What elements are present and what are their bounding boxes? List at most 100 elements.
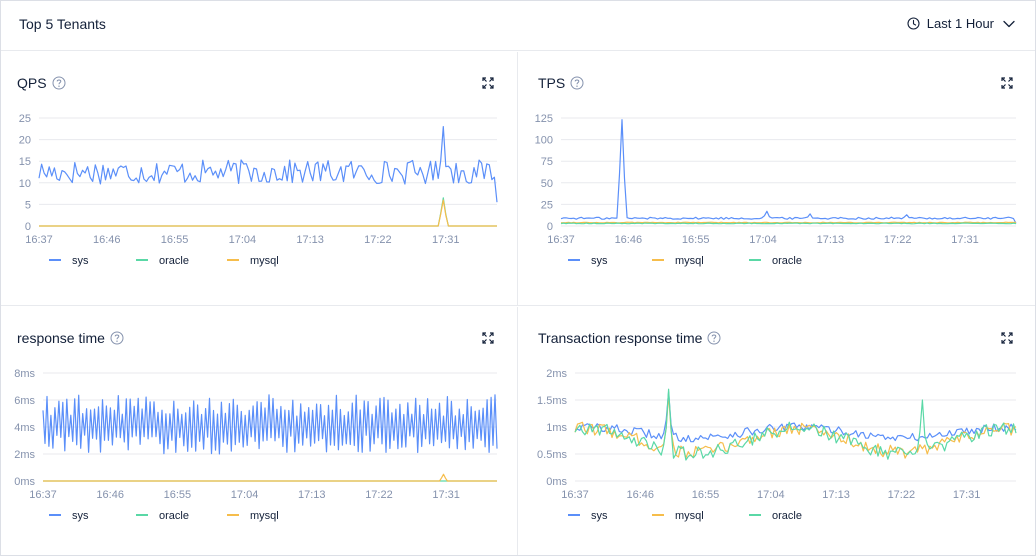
panel-title: response time <box>17 330 105 346</box>
x-tick-label: 16:55 <box>164 489 192 501</box>
legend-item-sys[interactable]: sys <box>568 255 608 267</box>
legend-label: sys <box>591 510 608 522</box>
x-tick-label: 16:46 <box>615 234 643 246</box>
legend-label: mysql <box>250 255 279 267</box>
x-tick-label: 17:04 <box>757 489 785 501</box>
x-tick-label: 16:46 <box>96 489 124 501</box>
y-tick-label: 1.5ms <box>537 395 567 407</box>
x-tick-label: 16:37 <box>29 489 57 501</box>
legend-item-oracle[interactable]: oracle <box>749 510 802 522</box>
panel-qps: QPS 0 5 10 15 20 25 16:37 16:46 16:55 17:04 17:13 1… <box>1 52 518 306</box>
x-tick-label: 17:22 <box>884 234 912 246</box>
question-circle-icon[interactable] <box>570 76 584 90</box>
panel-response-time: response time 0ms 2ms 4ms 6ms 8ms 16:37 16:46 1… <box>1 307 518 555</box>
series-line-mysql <box>43 473 497 482</box>
legend-label: oracle <box>772 510 802 522</box>
x-tick-label: 17:31 <box>432 489 460 501</box>
legend-item-mysql[interactable]: mysql <box>652 510 704 522</box>
x-tick-label: 17:04 <box>231 489 259 501</box>
y-tick-label: 20 <box>19 135 31 147</box>
series-line-oracle <box>560 222 1017 225</box>
x-tick-label: 17:22 <box>364 234 392 246</box>
x-tick-label: 17:13 <box>822 489 850 501</box>
series-line-sys <box>38 126 498 203</box>
panel-tps: TPS 0 25 50 75 100 125 16:37 16:46 16:55 17:04 17:… <box>518 52 1035 306</box>
y-tick-label: 125 <box>535 113 553 125</box>
fullscreen-icon[interactable] <box>1000 76 1014 90</box>
legend-label: oracle <box>159 510 189 522</box>
transaction-response-time-chart: 0ms 0.5ms 1ms 1.5ms 2ms 16:37 16:46 16:55 17:04 1… <box>537 368 1017 522</box>
y-tick-label: 1ms <box>546 422 567 434</box>
x-tick-label: 16:55 <box>692 489 720 501</box>
y-tick-label: 50 <box>541 178 553 190</box>
legend-item-oracle[interactable]: oracle <box>136 255 189 267</box>
y-tick-label: 25 <box>541 199 553 211</box>
panel-title: TPS <box>538 75 566 91</box>
legend-item-mysql[interactable]: mysql <box>227 255 279 267</box>
x-tick-label: 17:04 <box>229 234 257 246</box>
x-tick-label: 17:22 <box>888 489 916 501</box>
card-title: Top 5 Tenants <box>19 16 106 32</box>
x-tick-label: 17:04 <box>749 234 777 246</box>
series-line-sys <box>575 391 1017 443</box>
x-tick-label: 17:31 <box>953 489 981 501</box>
clock-icon <box>907 17 920 30</box>
y-tick-label: 0.5ms <box>537 449 567 461</box>
response-time-chart: 0ms 2ms 4ms 6ms 8ms 16:37 16:46 16:55 17:04 17:13… <box>14 368 498 522</box>
series-line-mysql <box>561 221 1017 224</box>
x-tick-label: 16:46 <box>93 234 121 246</box>
x-tick-label: 16:37 <box>561 489 589 501</box>
panel-transaction-response-time: Transaction response time 0ms 0.5ms 1ms 1.5… <box>518 307 1035 555</box>
series-line-oracle <box>39 197 497 227</box>
y-tick-label: 2ms <box>14 449 35 461</box>
x-tick-label: 16:46 <box>627 489 655 501</box>
legend-label: mysql <box>675 255 704 267</box>
legend-item-mysql[interactable]: mysql <box>652 255 704 267</box>
y-tick-label: 75 <box>541 156 553 168</box>
legend-label: sys <box>591 255 608 267</box>
fullscreen-icon[interactable] <box>481 76 495 90</box>
x-tick-label: 17:13 <box>298 489 326 501</box>
x-tick-label: 17:13 <box>296 234 324 246</box>
y-tick-label: 100 <box>535 135 553 147</box>
fullscreen-icon[interactable] <box>1000 331 1014 345</box>
legend-item-sys[interactable]: sys <box>49 255 89 267</box>
x-tick-label: 16:37 <box>25 234 53 246</box>
x-tick-label: 17:31 <box>951 234 979 246</box>
legend-item-oracle[interactable]: oracle <box>749 255 802 267</box>
x-tick-label: 17:22 <box>365 489 393 501</box>
x-tick-label: 16:37 <box>547 234 575 246</box>
legend-label: mysql <box>675 510 704 522</box>
y-tick-label: 0ms <box>14 476 35 488</box>
panel-title: Transaction response time <box>538 330 703 346</box>
time-range-select[interactable]: Last 1 Hour <box>907 16 1015 31</box>
y-tick-label: 15 <box>19 156 31 168</box>
y-tick-label: 6ms <box>14 395 35 407</box>
legend-label: sys <box>72 255 89 267</box>
panel-title: QPS <box>17 75 47 91</box>
series-line-mysql <box>39 199 497 227</box>
question-circle-icon[interactable] <box>52 76 66 90</box>
series-line-oracle <box>574 388 1017 461</box>
legend-item-sys[interactable]: sys <box>568 510 608 522</box>
x-tick-label: 17:31 <box>432 234 460 246</box>
legend-item-mysql[interactable]: mysql <box>227 510 279 522</box>
y-tick-label: 25 <box>19 113 31 125</box>
time-range-value: Last 1 Hour <box>926 16 994 31</box>
question-circle-icon[interactable] <box>707 331 721 345</box>
card-header: Top 5 Tenants Last 1 Hour <box>1 1 1035 51</box>
legend-label: oracle <box>159 255 189 267</box>
tps-chart: 0 25 50 75 100 125 16:37 16:46 16:55 17:04 17:13 17… <box>535 113 1017 267</box>
y-tick-label: 10 <box>19 178 31 190</box>
x-tick-label: 16:55 <box>682 234 710 246</box>
x-tick-label: 17:13 <box>817 234 845 246</box>
qps-chart: 0 5 10 15 20 25 16:37 16:46 16:55 17:04 17:13 17:22… <box>19 113 498 267</box>
legend-item-sys[interactable]: sys <box>49 510 89 522</box>
question-circle-icon[interactable] <box>110 331 124 345</box>
y-tick-label: 8ms <box>14 368 35 380</box>
y-tick-label: 0 <box>25 221 31 233</box>
y-tick-label: 2ms <box>546 368 567 380</box>
legend-item-oracle[interactable]: oracle <box>136 510 189 522</box>
fullscreen-icon[interactable] <box>481 331 495 345</box>
